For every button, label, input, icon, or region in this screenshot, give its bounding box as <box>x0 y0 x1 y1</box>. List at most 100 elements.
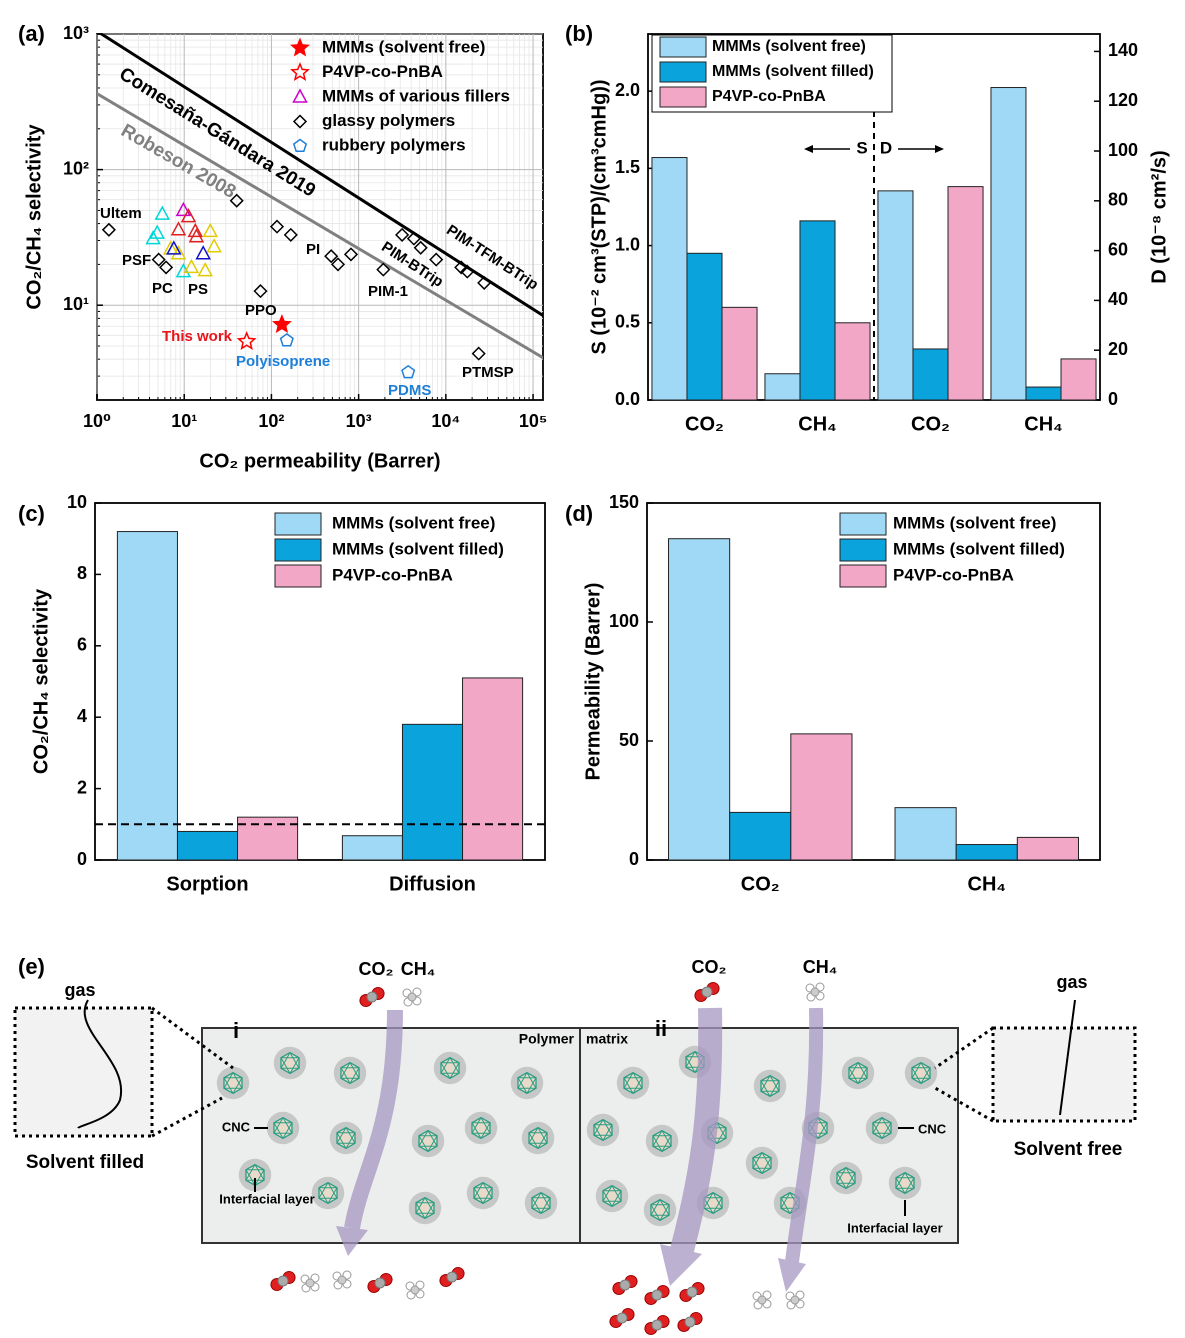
cnc-particle <box>411 1124 445 1158</box>
atom <box>686 1286 698 1298</box>
arrow <box>670 1007 723 1253</box>
bar <box>401 723 464 861</box>
co2-molecule <box>367 1273 393 1293</box>
cnc-edge <box>659 1199 670 1216</box>
atom <box>651 1319 663 1331</box>
annotation-arrowhead <box>804 145 813 153</box>
inset-gas: gas <box>64 980 95 1000</box>
point <box>413 240 428 255</box>
cnc-edge <box>611 1185 622 1202</box>
cnc-particle <box>745 1146 779 1180</box>
point <box>406 231 421 246</box>
y-tick-label: 1.0 <box>615 234 640 254</box>
y-axis-label: CO₂/CH₄ selectivity <box>30 588 52 774</box>
atom <box>446 1271 458 1283</box>
cnc-edge <box>415 1202 426 1219</box>
inset-box <box>991 1026 1137 1123</box>
cnc-edge <box>449 1057 460 1074</box>
cnc-edge <box>857 1067 868 1084</box>
bar <box>721 306 758 401</box>
cnc-edge <box>282 1122 293 1139</box>
legend-label: MMMs (solvent free) <box>712 38 866 55</box>
legend-label: MMMs of various fillers <box>322 86 510 105</box>
cnc-edge <box>761 1157 772 1174</box>
cnc-edge <box>282 1117 293 1134</box>
point <box>188 228 205 243</box>
bar <box>668 538 731 861</box>
cnc-edge <box>280 1052 291 1069</box>
legend-label: MMMs (solvent filled) <box>332 539 504 558</box>
bar <box>990 87 1027 401</box>
legend-label: MMMs (solvent free) <box>322 37 485 56</box>
cnc-particle <box>865 1111 899 1145</box>
legend-marker <box>290 62 310 82</box>
point <box>395 227 410 242</box>
bar <box>894 807 957 861</box>
bar <box>1016 836 1079 861</box>
annotation: PC <box>152 280 173 297</box>
cnc-edge <box>650 1199 661 1216</box>
cnc-edge <box>836 1172 847 1189</box>
y-axis-label: CO₂/CH₄ selectivity <box>23 124 45 310</box>
annotation: S <box>856 138 867 157</box>
legend-label: P4VP-co-PnBA <box>322 62 443 81</box>
plot-frame <box>646 502 1101 861</box>
annotation-arrowhead <box>935 145 944 153</box>
point <box>180 208 197 223</box>
cnc-edge <box>611 1190 622 1207</box>
cnc-edge <box>424 1202 435 1219</box>
point <box>343 247 359 262</box>
annotation: PSF <box>122 252 151 269</box>
cnc-edge <box>273 1117 284 1134</box>
cnc-particle <box>645 1124 679 1158</box>
callout: CNC <box>918 1121 947 1136</box>
callout: Interfacial layer <box>847 1220 942 1235</box>
y-tick-label: 80 <box>1108 190 1128 210</box>
inset-gas: gas <box>1056 972 1087 992</box>
point <box>471 346 486 361</box>
x-tick-label: CO₂ <box>685 413 724 435</box>
cnc-edge <box>659 1204 670 1221</box>
section-label: i <box>233 1018 239 1043</box>
cnc-particle <box>524 1186 558 1220</box>
point <box>477 275 492 290</box>
cnc-edge <box>661 1135 672 1152</box>
cnc-edge <box>526 1077 537 1094</box>
legend-swatch <box>274 512 322 536</box>
legend-marker <box>292 88 308 103</box>
cnc-edge <box>904 1172 915 1189</box>
cnc-edge <box>716 1122 727 1139</box>
cnc-edge <box>632 1077 643 1094</box>
cnc-edge <box>345 1127 356 1144</box>
atom <box>374 1277 386 1289</box>
y-axis-label: S (10⁻² cm³(STP)/(cm³cmHg)) <box>588 79 610 354</box>
legend-label: P4VP-co-PnBA <box>893 565 1014 584</box>
atom <box>366 991 378 1003</box>
cnc-edge <box>531 1197 542 1214</box>
legend-marker <box>290 37 310 57</box>
atom <box>410 1285 420 1295</box>
cnc-edge <box>223 1077 234 1094</box>
y-axis-label: Permeability (Barrer) <box>582 583 604 781</box>
y-tick-label: 60 <box>1108 239 1128 259</box>
cnc-edge <box>349 1067 360 1084</box>
cnc-edge <box>817 1117 828 1134</box>
cnc-edge <box>602 1185 613 1202</box>
cnc-edge <box>345 1132 356 1149</box>
atom <box>651 1289 663 1301</box>
y-tick-label: 8 <box>77 563 87 583</box>
atom <box>337 1275 347 1285</box>
cnc-edge <box>836 1167 847 1184</box>
cnc-edge <box>473 1187 484 1204</box>
cnc-edge <box>650 1204 661 1221</box>
gas-path <box>77 999 123 1129</box>
panel-label: (b) <box>565 21 593 46</box>
cnc-edge <box>632 1072 643 1089</box>
atom <box>619 1279 631 1291</box>
bar <box>462 677 524 861</box>
x-tick-label: 10² <box>258 411 284 431</box>
atom <box>701 986 713 998</box>
cnc-edge <box>245 1169 256 1186</box>
ch4-molecule <box>332 1270 352 1290</box>
point <box>283 227 298 242</box>
